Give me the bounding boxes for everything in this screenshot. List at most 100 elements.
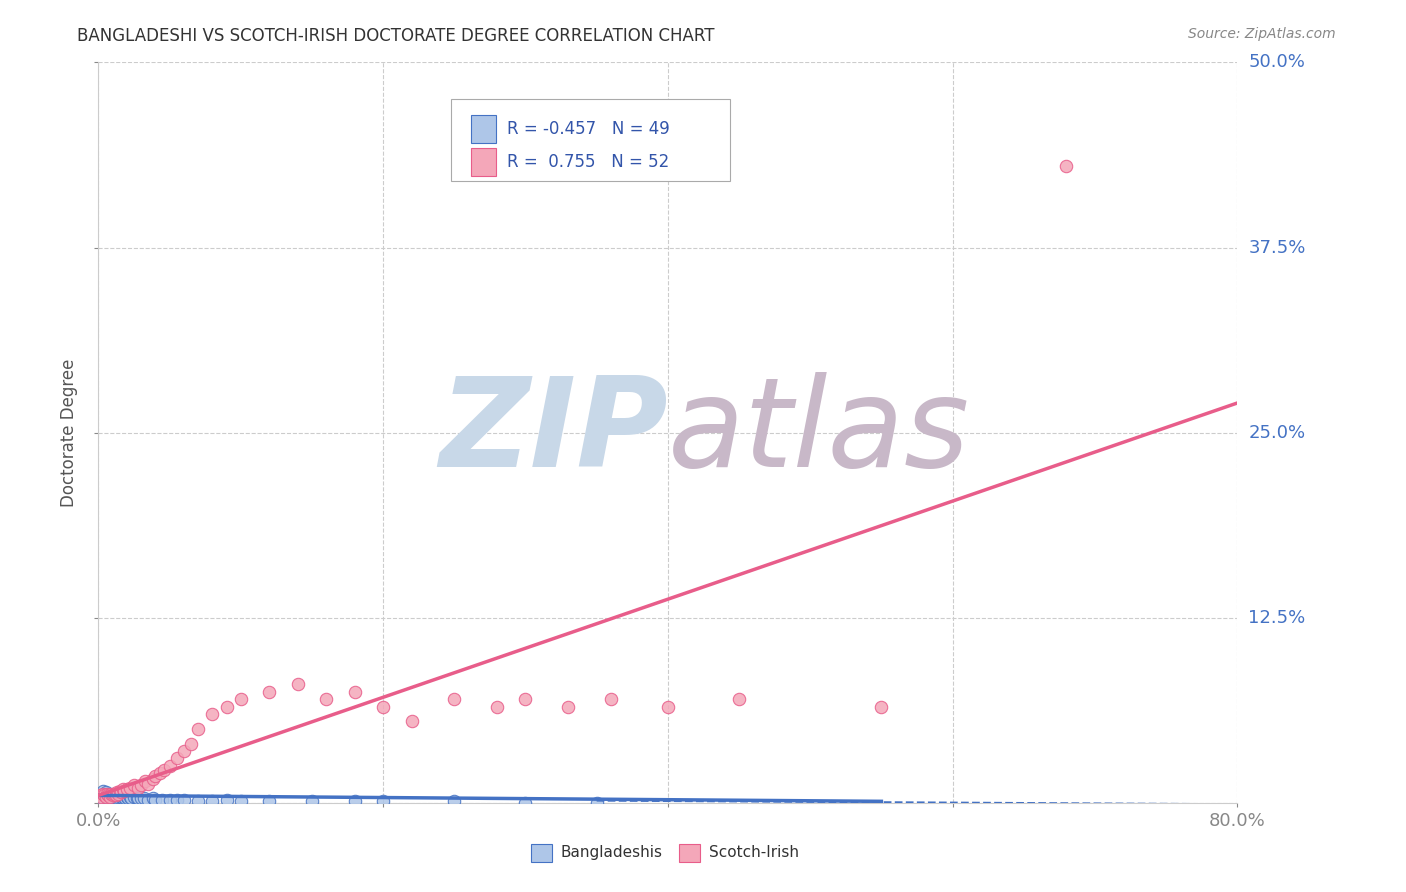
FancyBboxPatch shape xyxy=(451,99,731,181)
Point xyxy=(96,789,118,803)
Point xyxy=(229,794,252,808)
Point xyxy=(93,787,115,801)
Text: 37.5%: 37.5% xyxy=(1249,238,1306,257)
Point xyxy=(129,791,152,805)
Point xyxy=(136,793,159,807)
Point xyxy=(153,763,176,777)
Point xyxy=(98,789,121,804)
Point xyxy=(1056,159,1078,173)
Point xyxy=(91,789,114,803)
Point xyxy=(557,699,579,714)
Point xyxy=(107,789,129,804)
Point xyxy=(141,791,163,805)
Point xyxy=(97,791,120,805)
Point xyxy=(93,789,115,803)
Point xyxy=(115,789,138,804)
Point xyxy=(100,789,122,803)
Point xyxy=(515,692,537,706)
Point xyxy=(122,778,145,792)
Point xyxy=(229,692,252,706)
Point xyxy=(152,793,174,807)
Text: 25.0%: 25.0% xyxy=(1249,424,1306,442)
Point xyxy=(187,794,209,808)
Point xyxy=(166,793,188,807)
Point xyxy=(108,784,131,798)
Point xyxy=(373,794,395,808)
Point xyxy=(97,787,120,801)
Point xyxy=(287,677,309,691)
Point xyxy=(127,780,149,795)
Point xyxy=(98,789,121,804)
Point xyxy=(145,769,167,783)
Point xyxy=(114,791,136,805)
Point xyxy=(259,794,281,808)
Point xyxy=(443,794,465,808)
Point xyxy=(111,791,134,805)
Text: 12.5%: 12.5% xyxy=(1249,608,1306,627)
Point xyxy=(132,791,155,805)
Point xyxy=(90,791,112,805)
Point xyxy=(105,785,128,799)
Point xyxy=(215,699,238,714)
Point xyxy=(111,782,134,797)
FancyBboxPatch shape xyxy=(471,115,496,143)
FancyBboxPatch shape xyxy=(679,844,700,862)
Point xyxy=(89,789,111,804)
Point xyxy=(89,789,111,803)
Text: R = -0.457   N = 49: R = -0.457 N = 49 xyxy=(508,120,671,138)
Point xyxy=(105,791,128,805)
Point xyxy=(129,778,152,792)
Point xyxy=(600,692,623,706)
Point xyxy=(100,787,122,801)
Point xyxy=(104,789,127,803)
Point xyxy=(373,699,395,714)
Point xyxy=(515,796,537,810)
Point xyxy=(112,784,135,798)
Point xyxy=(173,744,195,758)
Point xyxy=(97,789,120,803)
Text: 50.0%: 50.0% xyxy=(1249,54,1305,71)
Point xyxy=(159,758,181,772)
Point xyxy=(107,787,129,801)
Point xyxy=(443,692,465,706)
Point xyxy=(486,699,509,714)
Point xyxy=(259,685,281,699)
Point xyxy=(343,685,366,699)
Point xyxy=(136,776,159,790)
Point xyxy=(149,766,172,780)
Point xyxy=(141,772,163,786)
Text: Source: ZipAtlas.com: Source: ZipAtlas.com xyxy=(1188,27,1336,41)
Point xyxy=(94,789,117,804)
Point xyxy=(166,751,188,765)
Point xyxy=(91,784,114,798)
Point xyxy=(315,692,337,706)
Point xyxy=(201,794,224,808)
Point xyxy=(101,789,124,803)
Text: ZIP: ZIP xyxy=(439,372,668,493)
Point xyxy=(127,791,149,805)
Point xyxy=(103,787,125,801)
Point xyxy=(94,789,117,804)
Point xyxy=(159,793,181,807)
Point xyxy=(104,789,127,803)
Point xyxy=(94,785,117,799)
Point xyxy=(110,789,132,804)
Point xyxy=(118,780,141,795)
Point xyxy=(134,773,156,788)
Point xyxy=(657,699,679,714)
Point xyxy=(180,737,202,751)
Point xyxy=(401,714,423,729)
Text: atlas: atlas xyxy=(668,372,970,493)
Point xyxy=(187,722,209,736)
Text: BANGLADESHI VS SCOTCH-IRISH DOCTORATE DEGREE CORRELATION CHART: BANGLADESHI VS SCOTCH-IRISH DOCTORATE DE… xyxy=(77,27,714,45)
Point xyxy=(115,782,138,797)
FancyBboxPatch shape xyxy=(531,844,551,862)
Y-axis label: Doctorate Degree: Doctorate Degree xyxy=(60,359,79,507)
Point xyxy=(301,794,323,808)
Point xyxy=(173,793,195,807)
Point xyxy=(112,789,135,804)
Point xyxy=(108,789,131,803)
Point xyxy=(120,791,142,805)
Text: Bangladeshis: Bangladeshis xyxy=(561,846,662,860)
Point xyxy=(125,791,148,805)
